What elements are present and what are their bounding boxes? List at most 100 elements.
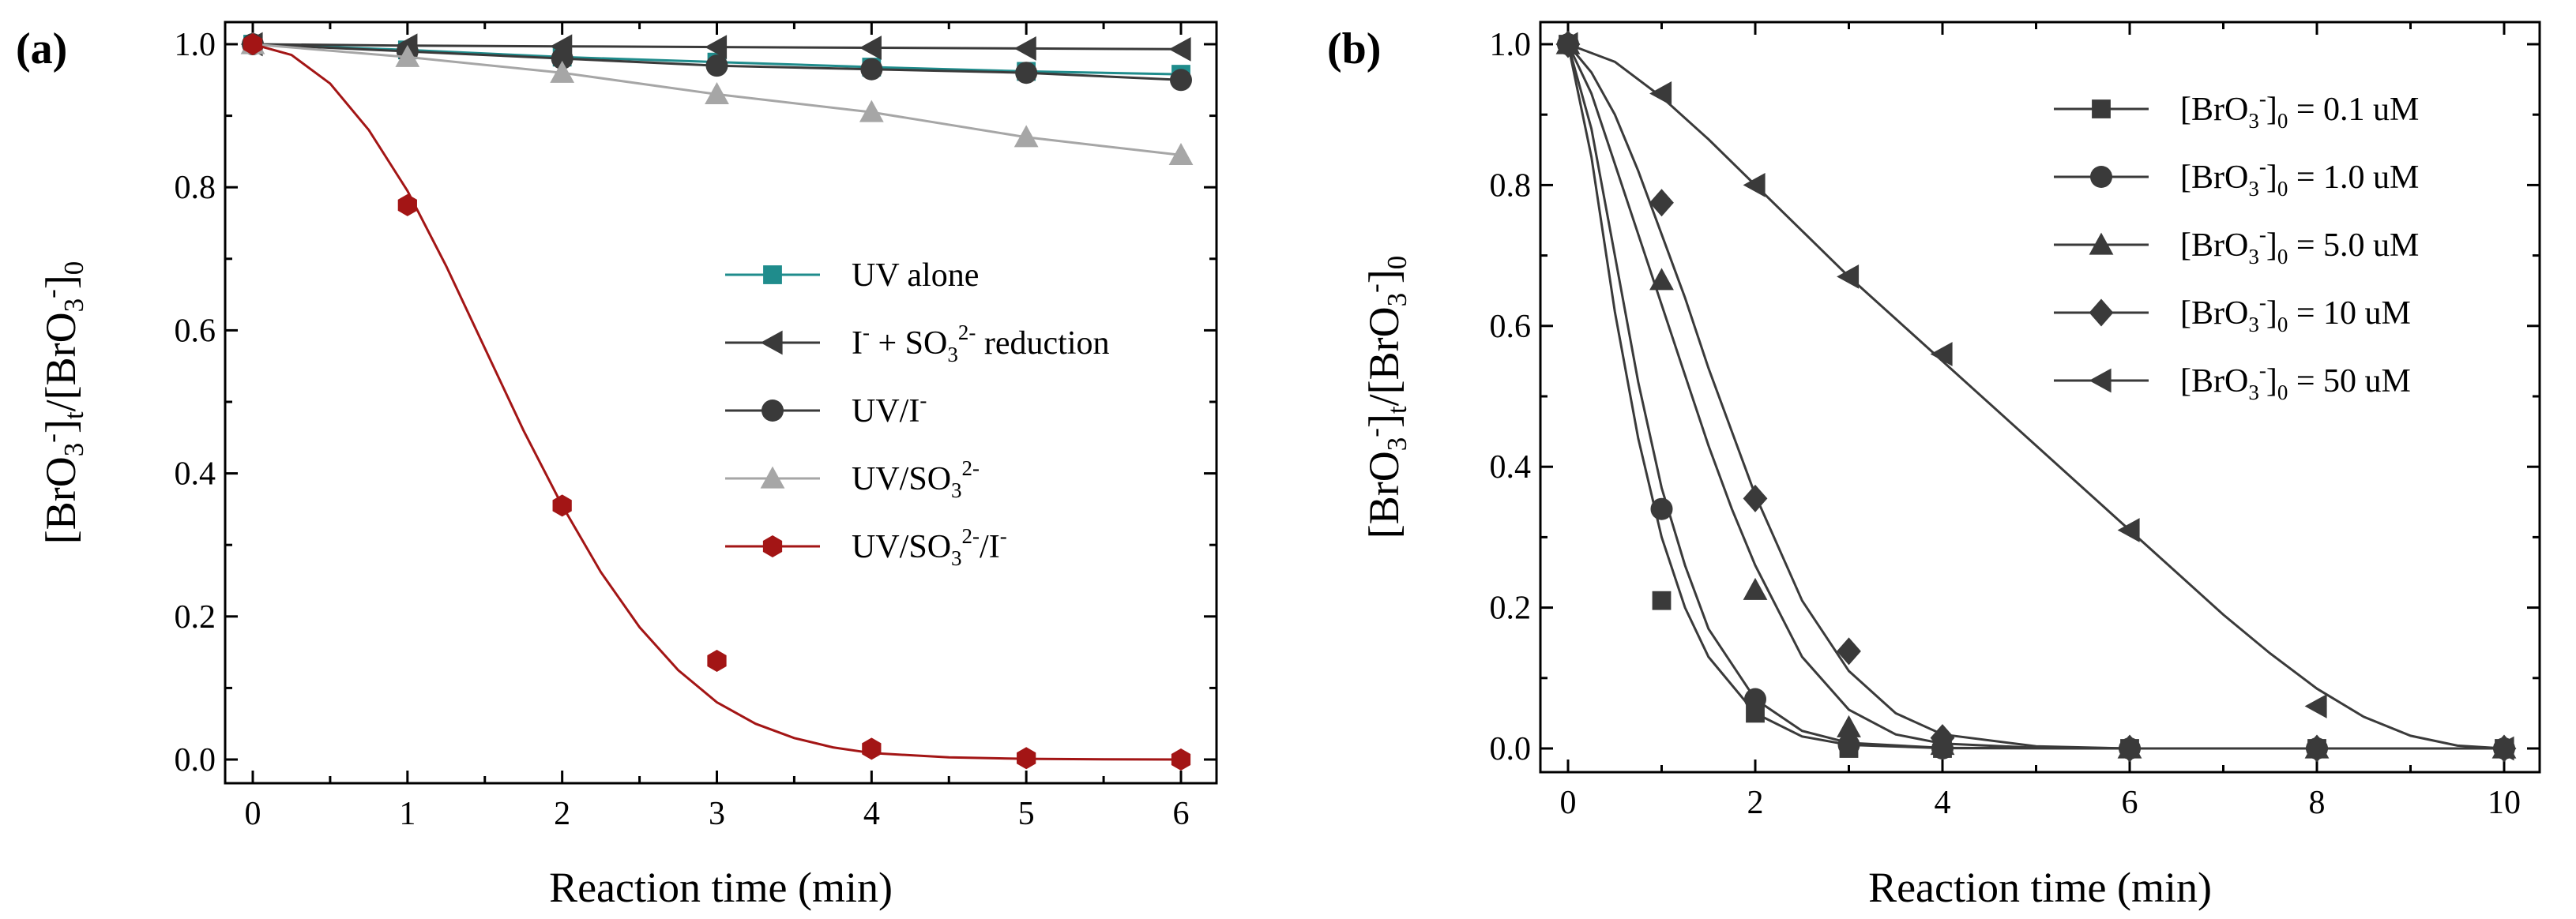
data-point xyxy=(1650,497,1673,520)
data-point xyxy=(705,82,729,105)
data-point xyxy=(397,193,417,216)
legend-label: UV/SO32- xyxy=(852,456,980,502)
y-tick-label: 0.0 xyxy=(1490,731,1532,767)
data-point xyxy=(1652,591,1672,610)
text-run: 0 xyxy=(2277,109,2288,133)
text-run: 3 xyxy=(2248,381,2259,404)
text-run: [BrO xyxy=(2180,363,2248,399)
y-tick-label: 1.0 xyxy=(1490,27,1532,63)
text-run: 3 xyxy=(2248,177,2259,201)
text-run: UV/SO xyxy=(852,461,951,497)
data-point xyxy=(1837,733,1860,756)
data-point xyxy=(1170,69,1192,92)
text-run: = 10 uM xyxy=(2288,295,2411,332)
text-run: 0 xyxy=(2277,245,2288,268)
x-tick-label: 5 xyxy=(1018,796,1035,832)
data-point xyxy=(1555,32,1578,57)
x-tick-label: 0 xyxy=(1560,785,1577,821)
text-run: UV/I xyxy=(852,393,919,429)
text-run: 3 xyxy=(2248,109,2259,133)
text-run: ] xyxy=(2266,92,2277,128)
text-run: + SO xyxy=(870,325,947,362)
chart-panel-1: 0.0 0.2 0.4 0.6 0.8 1.0 0 1 2 3 4 5 6 Reaction time (… xyxy=(16,21,1218,911)
legend-marker xyxy=(762,399,784,422)
data-point xyxy=(1017,747,1036,770)
x-tick-label: 0 xyxy=(245,796,261,832)
text-run: 2- xyxy=(958,321,976,344)
legend-marker xyxy=(760,466,785,489)
data-point xyxy=(2304,694,2327,718)
y-tick-label: 0.4 xyxy=(175,456,216,493)
text-run: [BrO xyxy=(2180,295,2248,332)
series-5 xyxy=(243,33,1191,771)
text-run: t xyxy=(1382,406,1412,414)
x-tick-label: 8 xyxy=(2309,785,2326,821)
text-run: 0 xyxy=(2277,313,2288,336)
text-run: - xyxy=(2259,358,2266,382)
legend-marker xyxy=(2089,232,2114,255)
text-run: [BrO xyxy=(2180,92,2248,128)
series-line xyxy=(1567,43,2505,750)
text-run: 2- xyxy=(962,524,980,548)
data-point xyxy=(707,649,727,672)
data-point xyxy=(1013,125,1039,148)
text-run: - xyxy=(2259,223,2266,246)
text-run: 3 xyxy=(951,546,962,570)
data-point xyxy=(1743,173,1766,197)
text-run: [BrO xyxy=(1360,451,1408,538)
data-point xyxy=(1744,688,1766,711)
data-point xyxy=(1013,36,1036,61)
text-run: ] xyxy=(2266,363,2277,399)
x-tick-label: 3 xyxy=(709,796,725,832)
legend-marker xyxy=(2090,166,2112,188)
legend-marker xyxy=(760,330,783,355)
text-run: ] xyxy=(2266,159,2277,196)
legend-label: UV/I- xyxy=(852,388,927,429)
y-tick-label: 0.2 xyxy=(1490,591,1532,627)
data-point xyxy=(1168,36,1191,62)
text-run: 2- xyxy=(962,456,980,480)
text-run: ] xyxy=(2266,227,2277,264)
legend-label: UV/SO32-/I- xyxy=(852,524,1007,570)
data-point xyxy=(552,494,572,517)
text-run: [BrO xyxy=(2180,227,2248,264)
text-run: - xyxy=(36,433,67,443)
legend-label: [BrO3-]0 = 1.0 uM xyxy=(2180,155,2419,201)
data-point xyxy=(705,54,728,77)
legend-marker xyxy=(762,535,783,557)
text-run: /I xyxy=(980,529,1000,565)
y-tick-label: 0.8 xyxy=(1490,167,1532,204)
x-tick-label: 4 xyxy=(863,796,880,832)
x-tick-label: 2 xyxy=(554,796,570,832)
data-point xyxy=(860,58,883,81)
x-tick-label: 4 xyxy=(1935,785,1951,821)
text-run: 3 xyxy=(2248,313,2259,336)
text-run: reduction xyxy=(976,325,1109,362)
text-run: 3 xyxy=(58,443,89,457)
y-tick-label: 0.4 xyxy=(1490,449,1532,486)
data-point xyxy=(1168,143,1194,166)
data-point xyxy=(550,60,575,83)
text-run: - xyxy=(919,388,927,412)
text-run: ] xyxy=(37,419,85,433)
data-point xyxy=(1649,189,1674,217)
text-run: ] xyxy=(1360,269,1408,283)
text-run: - xyxy=(2259,291,2266,314)
panel-label: (b) xyxy=(1327,24,1381,73)
text-run: UV alone xyxy=(852,257,979,294)
data-point xyxy=(1837,715,1861,737)
text-run: ] xyxy=(2266,295,2277,332)
data-point xyxy=(1837,264,1860,289)
text-run: 3 xyxy=(947,343,958,366)
series-5 xyxy=(1555,32,2514,761)
legend-label: [BrO3-]0 = 0.1 uM xyxy=(2180,87,2419,133)
y-tick-label: 0.2 xyxy=(175,599,216,636)
text-run: 0 xyxy=(58,261,89,276)
data-point xyxy=(1930,724,1955,752)
data-point xyxy=(1743,484,1768,512)
text-run: - xyxy=(36,289,67,298)
x-tick-label: 6 xyxy=(1173,796,1190,832)
text-run: = 5.0 uM xyxy=(2288,227,2419,264)
text-run: 3 xyxy=(1382,293,1412,307)
